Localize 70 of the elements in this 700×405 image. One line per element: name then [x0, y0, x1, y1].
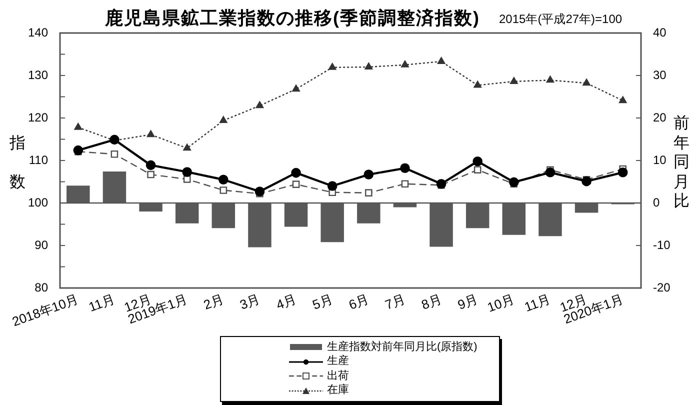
- point: [545, 168, 556, 178]
- point: [328, 63, 336, 70]
- x-tick-label: 11月: [86, 291, 117, 315]
- point: [73, 145, 84, 156]
- x-tick-label: 11月: [522, 291, 552, 315]
- point: [400, 163, 410, 174]
- point: [220, 116, 228, 124]
- y2-tick-label: -10: [653, 238, 671, 252]
- point: [582, 78, 590, 86]
- x-tick-label: 9月: [456, 291, 480, 312]
- point: [220, 186, 228, 194]
- y-tick-label: 110: [28, 152, 48, 167]
- x-tick-label: 3月: [238, 291, 262, 312]
- x-tick-label: 8月: [419, 291, 444, 312]
- y2-tick-label: 0: [653, 195, 660, 210]
- x-tick-label: 10月: [485, 291, 516, 315]
- chart-title: 鹿児島県鉱工業指数の推移(季節調整済指数): [105, 7, 480, 29]
- y2-tick-label: 40: [653, 25, 667, 40]
- point: [364, 170, 374, 180]
- point: [618, 96, 627, 104]
- legend-label: 出荷: [327, 370, 349, 383]
- x-tick-label: 4月: [274, 291, 298, 312]
- point: [474, 166, 482, 174]
- point: [256, 101, 264, 108]
- point: [401, 180, 409, 188]
- legend-label: 生産指数対前年同月比(原指数): [327, 340, 478, 354]
- point: [291, 168, 301, 178]
- y2-tick-label: 30: [653, 68, 667, 82]
- y-tick-label: 120: [28, 110, 48, 124]
- point: [110, 150, 118, 158]
- x-tick-label: 2月: [202, 291, 226, 312]
- point: [510, 77, 518, 84]
- y2-tick-label: 20: [653, 110, 667, 124]
- y-tick-label: 100: [28, 195, 48, 210]
- legend-label: 生産: [327, 355, 349, 368]
- point: [365, 189, 372, 196]
- x-tick-label: 5月: [310, 291, 335, 312]
- chart-subtitle: 2015年(平成27年)=100: [499, 11, 622, 27]
- x-tick-label: 7月: [383, 291, 408, 312]
- point: [183, 176, 191, 183]
- y2-tick-label: 10: [653, 152, 667, 167]
- point: [146, 130, 155, 138]
- point: [327, 181, 338, 191]
- x-tick-label: 6月: [346, 291, 371, 312]
- point: [218, 174, 228, 185]
- y2-tick-label: -20: [653, 280, 671, 294]
- point: [292, 180, 300, 188]
- point: [582, 176, 592, 186]
- y-tick-label: 90: [34, 238, 48, 252]
- point: [364, 62, 373, 70]
- point: [74, 122, 82, 130]
- y-tick-label: 140: [28, 25, 48, 40]
- point: [474, 80, 482, 88]
- point: [546, 76, 554, 83]
- point: [401, 60, 409, 68]
- point: [147, 170, 154, 178]
- point: [183, 144, 191, 151]
- point: [437, 57, 446, 64]
- point: [436, 178, 446, 189]
- point: [146, 160, 156, 170]
- text: 指数: [10, 135, 26, 191]
- y2-axis-title: 前年同月比: [673, 114, 690, 212]
- point: [254, 186, 265, 196]
- point: [292, 84, 300, 92]
- point: [472, 156, 482, 166]
- legend-label: 在庫: [327, 384, 349, 398]
- point: [618, 168, 628, 178]
- y-tick-label: 130: [28, 68, 48, 82]
- point: [509, 177, 519, 188]
- point: [182, 167, 192, 177]
